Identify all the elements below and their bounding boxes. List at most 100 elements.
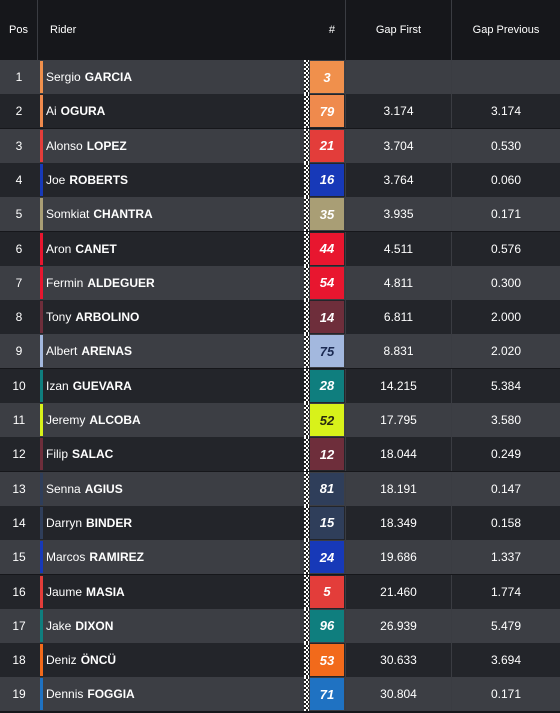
table-row[interactable]: 15 Marcos RAMIREZ 24 19.686 1.337 bbox=[0, 540, 560, 575]
gap-previous-value: 2.020 bbox=[490, 344, 522, 359]
number-cell: 24 bbox=[304, 540, 346, 575]
rider-first-name: Fermin bbox=[46, 275, 84, 290]
checkered-flag-strip bbox=[304, 574, 309, 609]
team-color-bar bbox=[40, 506, 43, 539]
number-cell: 96 bbox=[304, 608, 346, 643]
table-header: Pos Rider # Gap First Gap Previous bbox=[0, 0, 560, 60]
rider-first-name: Izan bbox=[46, 378, 69, 393]
checkered-flag-strip bbox=[304, 540, 309, 575]
table-row[interactable]: 17 Jake DIXON 96 26.939 5.479 bbox=[0, 608, 560, 643]
gap-previous-value: 0.158 bbox=[490, 515, 522, 530]
table-row[interactable]: 16 Jaume MASIA 5 21.460 1.774 bbox=[0, 574, 560, 609]
number-cell: 35 bbox=[304, 197, 346, 232]
table-row[interactable]: 10 Izan GUEVARA 28 14.215 5.384 bbox=[0, 368, 560, 403]
number-cell: 75 bbox=[304, 334, 346, 369]
checkered-flag-strip bbox=[304, 128, 309, 163]
checkered-flag-strip bbox=[304, 265, 309, 300]
gap-previous-value: 1.337 bbox=[490, 550, 522, 565]
rider-cell: Darryn BINDER bbox=[38, 506, 304, 540]
gap-first-value: 17.795 bbox=[346, 403, 452, 437]
table-row[interactable]: 7 Fermin ALDEGUER 54 4.811 0.300 bbox=[0, 265, 560, 300]
rider-number-badge: 16 bbox=[310, 163, 344, 196]
rider-number-badge: 14 bbox=[310, 301, 344, 334]
gap-previous-value: 0.060 bbox=[490, 172, 522, 187]
rider-last-name: GARCIA bbox=[84, 70, 133, 84]
rider-cell: Jeremy ALCOBA bbox=[38, 403, 304, 437]
row-position: 13 bbox=[12, 481, 26, 496]
number-cell: 54 bbox=[304, 265, 346, 300]
table-row[interactable]: 3 Alonso LOPEZ 21 3.704 0.530 bbox=[0, 128, 560, 163]
gap-first-value: 18.191 bbox=[346, 471, 452, 506]
gap-previous-value: 0.171 bbox=[490, 207, 522, 222]
team-color-bar bbox=[40, 369, 43, 402]
team-color-bar bbox=[40, 644, 43, 677]
number-cell: 5 bbox=[304, 574, 346, 609]
team-color-bar bbox=[40, 61, 43, 93]
table-row[interactable]: 9 Albert ARENAS 75 8.831 2.020 bbox=[0, 334, 560, 369]
team-color-bar bbox=[40, 198, 43, 231]
rider-last-name: GUEVARA bbox=[72, 378, 132, 393]
gap-first-value: 3.935 bbox=[346, 197, 452, 232]
rider-first-name: Marcos bbox=[46, 550, 86, 565]
team-color-bar bbox=[40, 404, 43, 436]
table-row[interactable]: 5 Somkiat CHANTRA 35 3.935 0.171 bbox=[0, 197, 560, 232]
team-color-bar bbox=[40, 678, 43, 711]
gap-previous-value: 0.576 bbox=[490, 241, 522, 256]
table-row[interactable]: 14 Darryn BINDER 15 18.349 0.158 bbox=[0, 505, 560, 540]
row-position: 12 bbox=[12, 447, 26, 462]
checkered-flag-strip bbox=[304, 60, 309, 94]
rider-last-name: FOGGIA bbox=[87, 687, 135, 702]
table-row[interactable]: 4 Joe ROBERTS 16 3.764 0.060 bbox=[0, 162, 560, 197]
rider-cell: Tony ARBOLINO bbox=[38, 300, 304, 334]
rider-cell: Jake DIXON bbox=[38, 609, 304, 643]
gap-first-value: 8.831 bbox=[346, 334, 452, 369]
gap-previous-value: 2.000 bbox=[490, 310, 522, 325]
table-row[interactable]: 11 Jeremy ALCOBA 52 17.795 3.580 bbox=[0, 403, 560, 437]
row-position: 3 bbox=[15, 138, 23, 153]
table-row[interactable]: 19 Dennis FOGGIA 71 30.804 0.171 bbox=[0, 677, 560, 712]
rider-first-name: Jake bbox=[46, 618, 72, 633]
table-row[interactable]: 2 Ai OGURA 79 3.174 3.174 bbox=[0, 94, 560, 129]
header-gap-previous: Gap Previous bbox=[472, 24, 540, 36]
rider-last-name: DIXON bbox=[75, 618, 114, 633]
checkered-flag-strip bbox=[304, 437, 309, 472]
row-position: 19 bbox=[12, 687, 26, 702]
rider-number-badge: 79 bbox=[310, 95, 344, 128]
rider-first-name: Dennis bbox=[46, 687, 84, 702]
rider-last-name: ROBERTS bbox=[69, 172, 129, 187]
gap-previous-value: 5.384 bbox=[490, 378, 522, 393]
table-row[interactable]: 6 Aron CANET 44 4.511 0.576 bbox=[0, 231, 560, 266]
gap-first-value: 3.764 bbox=[346, 162, 452, 197]
gap-first-value: 30.633 bbox=[346, 643, 452, 678]
rider-first-name: Darryn bbox=[46, 515, 83, 530]
number-cell: 28 bbox=[304, 368, 346, 403]
gap-previous-value bbox=[452, 60, 560, 94]
table-row[interactable]: 18 Deniz ÖNCÜ 53 30.633 3.694 bbox=[0, 643, 560, 678]
rider-last-name: CHANTRA bbox=[93, 207, 153, 222]
row-position: 16 bbox=[12, 584, 26, 599]
team-color-bar bbox=[40, 232, 43, 265]
table-row[interactable]: 1 Sergio GARCIA 3 bbox=[0, 60, 560, 94]
number-cell: 14 bbox=[304, 300, 346, 335]
rider-last-name: ÖNCÜ bbox=[80, 653, 117, 668]
gap-first-value: 6.811 bbox=[346, 300, 452, 335]
gap-previous-value: 0.249 bbox=[490, 447, 522, 462]
checkered-flag-strip bbox=[304, 197, 309, 232]
table-row[interactable]: 12 Filip SALAC 12 18.044 0.249 bbox=[0, 437, 560, 472]
row-position: 5 bbox=[15, 207, 23, 222]
number-cell: 21 bbox=[304, 128, 346, 163]
team-color-bar bbox=[40, 438, 43, 471]
rider-last-name: CANET bbox=[75, 241, 117, 256]
rider-cell: Marcos RAMIREZ bbox=[38, 540, 304, 574]
checkered-flag-strip bbox=[304, 334, 309, 369]
rider-number-badge: 3 bbox=[310, 61, 344, 93]
row-position: 15 bbox=[12, 550, 26, 565]
rider-last-name: SALAC bbox=[72, 447, 114, 462]
team-color-bar bbox=[40, 95, 43, 128]
table-row[interactable]: 13 Senna AGIUS 81 18.191 0.147 bbox=[0, 471, 560, 506]
gap-previous-value: 0.530 bbox=[490, 138, 522, 153]
rider-number-badge: 24 bbox=[310, 541, 344, 574]
table-row[interactable]: 8 Tony ARBOLINO 14 6.811 2.000 bbox=[0, 300, 560, 335]
rider-first-name: Jeremy bbox=[46, 413, 86, 427]
gap-first-value: 4.511 bbox=[346, 231, 452, 266]
